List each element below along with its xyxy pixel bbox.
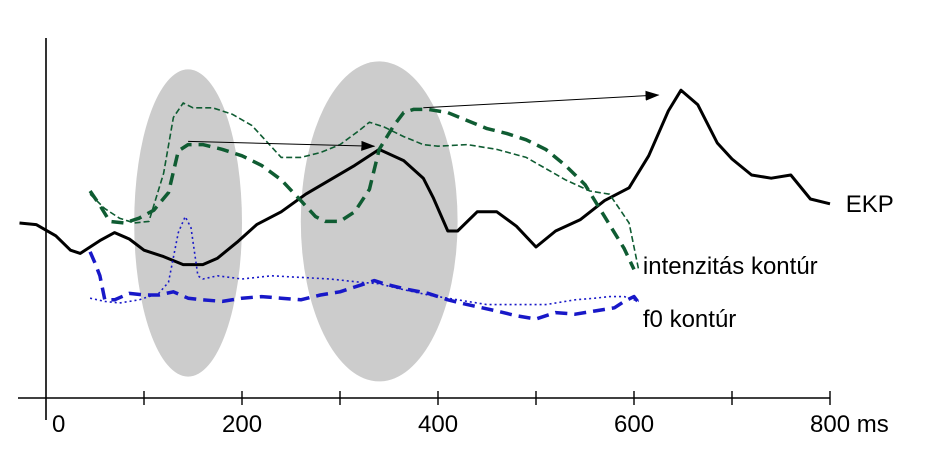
label-layer: EKP intenzitás kontúr f0 kontúr — [643, 191, 894, 333]
arrow-2 — [423, 90, 660, 109]
series-label-2: intenzitás kontúr — [643, 253, 818, 280]
series-line-4 — [89, 215, 640, 306]
highlight-window-2 — [300, 61, 458, 382]
x-tick-label-0: 0 — [52, 411, 65, 438]
x-tick-label-200: 200 — [222, 411, 262, 438]
axes: 0 200 400 600 800 ms — [18, 38, 889, 438]
series-line-0 — [19, 88, 831, 267]
series-line-2 — [89, 102, 640, 272]
arrow-1 — [188, 140, 376, 151]
x-tick-label-600: 600 — [614, 411, 654, 438]
series-line-3 — [88, 251, 641, 321]
series-line-1 — [88, 107, 636, 271]
series-layer — [19, 88, 831, 321]
series-label-1: EKP — [846, 191, 894, 218]
x-tick-label-800: 800 ms — [810, 411, 889, 438]
arrow-layer — [188, 90, 660, 151]
series-label-3: f0 kontúr — [643, 306, 736, 333]
highlight-layer — [134, 61, 458, 382]
x-tick-label-400: 400 — [418, 411, 458, 438]
